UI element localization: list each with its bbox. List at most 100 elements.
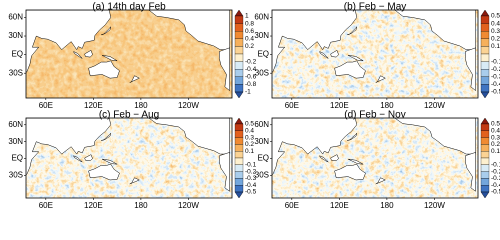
lat-label: EQ — [11, 50, 23, 59]
colorbar-cap — [234, 191, 244, 199]
landmass — [375, 75, 386, 83]
colorbar-cell — [234, 61, 244, 70]
landmass — [101, 133, 112, 141]
map-panel: (b) Feb − May 60N 30N EQ 30S 60E 120E 180 120W 0.… — [254, 2, 500, 110]
lon-label: 120W — [178, 201, 199, 210]
colorbar-cell — [234, 164, 244, 172]
lat-label: 30N — [254, 137, 269, 146]
colorbar: 0.50.40.30.20.1 -0.1-0.2-0.3-0.4-0.5 — [234, 117, 257, 199]
colorbar-label: -0.5 — [245, 189, 257, 196]
landmass — [330, 49, 339, 58]
colorbar-cell — [480, 38, 490, 47]
landmass — [330, 154, 339, 162]
colorbar-label: -0.5 — [491, 89, 500, 96]
colorbar-label: 0.4 — [245, 36, 254, 43]
landmass — [465, 152, 476, 192]
landmass — [101, 26, 112, 36]
lon-label: 120E — [330, 201, 349, 210]
landmass — [347, 54, 364, 62]
landmass — [334, 163, 366, 181]
land — [26, 10, 230, 92]
landmass — [219, 47, 230, 92]
panel-title: (a) 14th day Feb — [92, 2, 166, 13]
colorbar-cell — [480, 15, 490, 24]
lat-label: EQ — [257, 154, 269, 163]
colorbar-cell — [480, 178, 490, 186]
colorbar: 0.50.40.30.20.1 -0.1-0.2-0.3-0.4-0.5 — [480, 117, 500, 199]
colorbar-label: 0.2 — [245, 43, 254, 50]
colorbar-cell — [234, 38, 244, 47]
colorbar-cap — [480, 191, 490, 199]
colorbar-label: 0.5 — [491, 13, 500, 20]
lat-label: EQ — [11, 154, 23, 163]
colorbar-cell — [234, 185, 244, 193]
colorbar-cell — [234, 76, 244, 85]
landmass — [375, 177, 386, 185]
colorbar-label: -0.5 — [491, 189, 500, 196]
colorbar-label: -0.4 — [245, 66, 257, 73]
colorbar-label: -0.4 — [491, 182, 500, 189]
panel-title: (d) Feb − Nov — [344, 110, 405, 121]
landmass — [347, 26, 358, 36]
lon-label: 120E — [84, 201, 103, 210]
lat-label: 60N — [8, 120, 23, 129]
land — [26, 118, 230, 192]
colorbar-label: -0.1 — [491, 58, 500, 65]
lon-label: 120W — [178, 101, 199, 110]
colorbar-label: 0.2 — [245, 141, 254, 148]
landmass — [84, 49, 93, 58]
lat-label: 30S — [255, 68, 269, 77]
lon-label: 120E — [84, 101, 103, 110]
colorbar-cell — [234, 151, 244, 159]
colorbar-label: -0.2 — [491, 66, 500, 73]
lon-label: 180 — [134, 201, 148, 210]
colorbar-label: -0.1 — [491, 162, 500, 169]
landmass — [272, 10, 358, 73]
colorbar-label: 0.2 — [491, 141, 500, 148]
colorbar-cell — [234, 31, 244, 39]
colorbar-label: 0.1 — [491, 148, 500, 155]
colorbar-cell — [234, 23, 244, 32]
landmass — [101, 158, 118, 165]
lat-label: 30N — [8, 137, 23, 146]
lon-label: 120W — [424, 201, 445, 210]
colorbar-label: 0.1 — [491, 43, 500, 50]
colorbar-label: -0.4 — [245, 182, 257, 189]
colorbar-cell — [480, 76, 490, 85]
colorbar-label: -0.6 — [245, 74, 257, 81]
colorbar-cell — [480, 53, 490, 62]
lon-label: 60E — [285, 101, 299, 110]
lon-label: 120E — [330, 101, 349, 110]
map-panel: (a) 14th day Feb 60N 30N EQ 30S 60E 120E 180 120… — [8, 2, 256, 110]
landmass — [334, 60, 366, 79]
panel-title: (c) Feb − Aug — [99, 110, 159, 121]
landmass — [219, 152, 230, 192]
colorbar-label: -0.3 — [491, 74, 500, 81]
colorbar-cap — [480, 91, 490, 99]
colorbar-label: 1 — [245, 13, 249, 20]
landmass — [26, 118, 112, 175]
lon-label: 180 — [380, 201, 394, 210]
map-panel: (d) Feb − Nov 60N 30N EQ 30S 60E 120E 180 120W 0.… — [254, 110, 500, 210]
figure: (a) 14th day Feb 60N 30N EQ 30S 60E 120E 180 120… — [8, 2, 500, 210]
colorbar-cell — [234, 53, 244, 62]
lat-label: 30S — [9, 68, 23, 77]
landmass — [73, 51, 83, 59]
lat-label: 60N — [8, 13, 23, 22]
colorbar-cell — [480, 144, 490, 152]
colorbar-label: 0.5 — [245, 121, 254, 128]
landmass — [319, 155, 329, 163]
colorbar-label: -0.2 — [245, 168, 257, 175]
colorbar-label: 0.3 — [245, 134, 254, 141]
landmass — [73, 155, 83, 163]
colorbar-cell — [480, 123, 490, 131]
lat-label: EQ — [257, 50, 269, 59]
landmass — [272, 118, 358, 175]
colorbar-label: 0.6 — [245, 28, 254, 35]
lat-label: 60N — [254, 120, 269, 129]
colorbar-label: 0.3 — [491, 28, 500, 35]
landmass — [88, 163, 120, 181]
colorbar-cell — [480, 69, 490, 77]
colorbar-cell — [234, 130, 244, 138]
colorbar-cap — [480, 9, 490, 17]
